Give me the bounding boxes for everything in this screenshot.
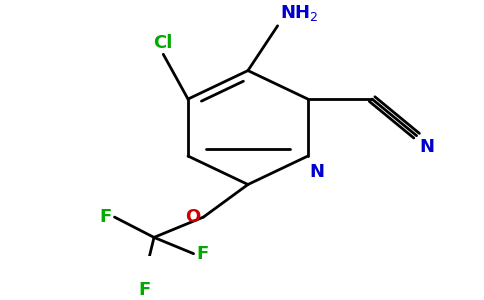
Text: N: N	[310, 163, 325, 181]
Text: NH$_2$: NH$_2$	[280, 3, 318, 23]
Text: F: F	[99, 208, 111, 226]
Text: F: F	[138, 280, 150, 298]
Text: F: F	[197, 245, 209, 263]
Text: O: O	[185, 208, 200, 226]
Text: Cl: Cl	[153, 34, 173, 52]
Text: N: N	[420, 138, 435, 156]
